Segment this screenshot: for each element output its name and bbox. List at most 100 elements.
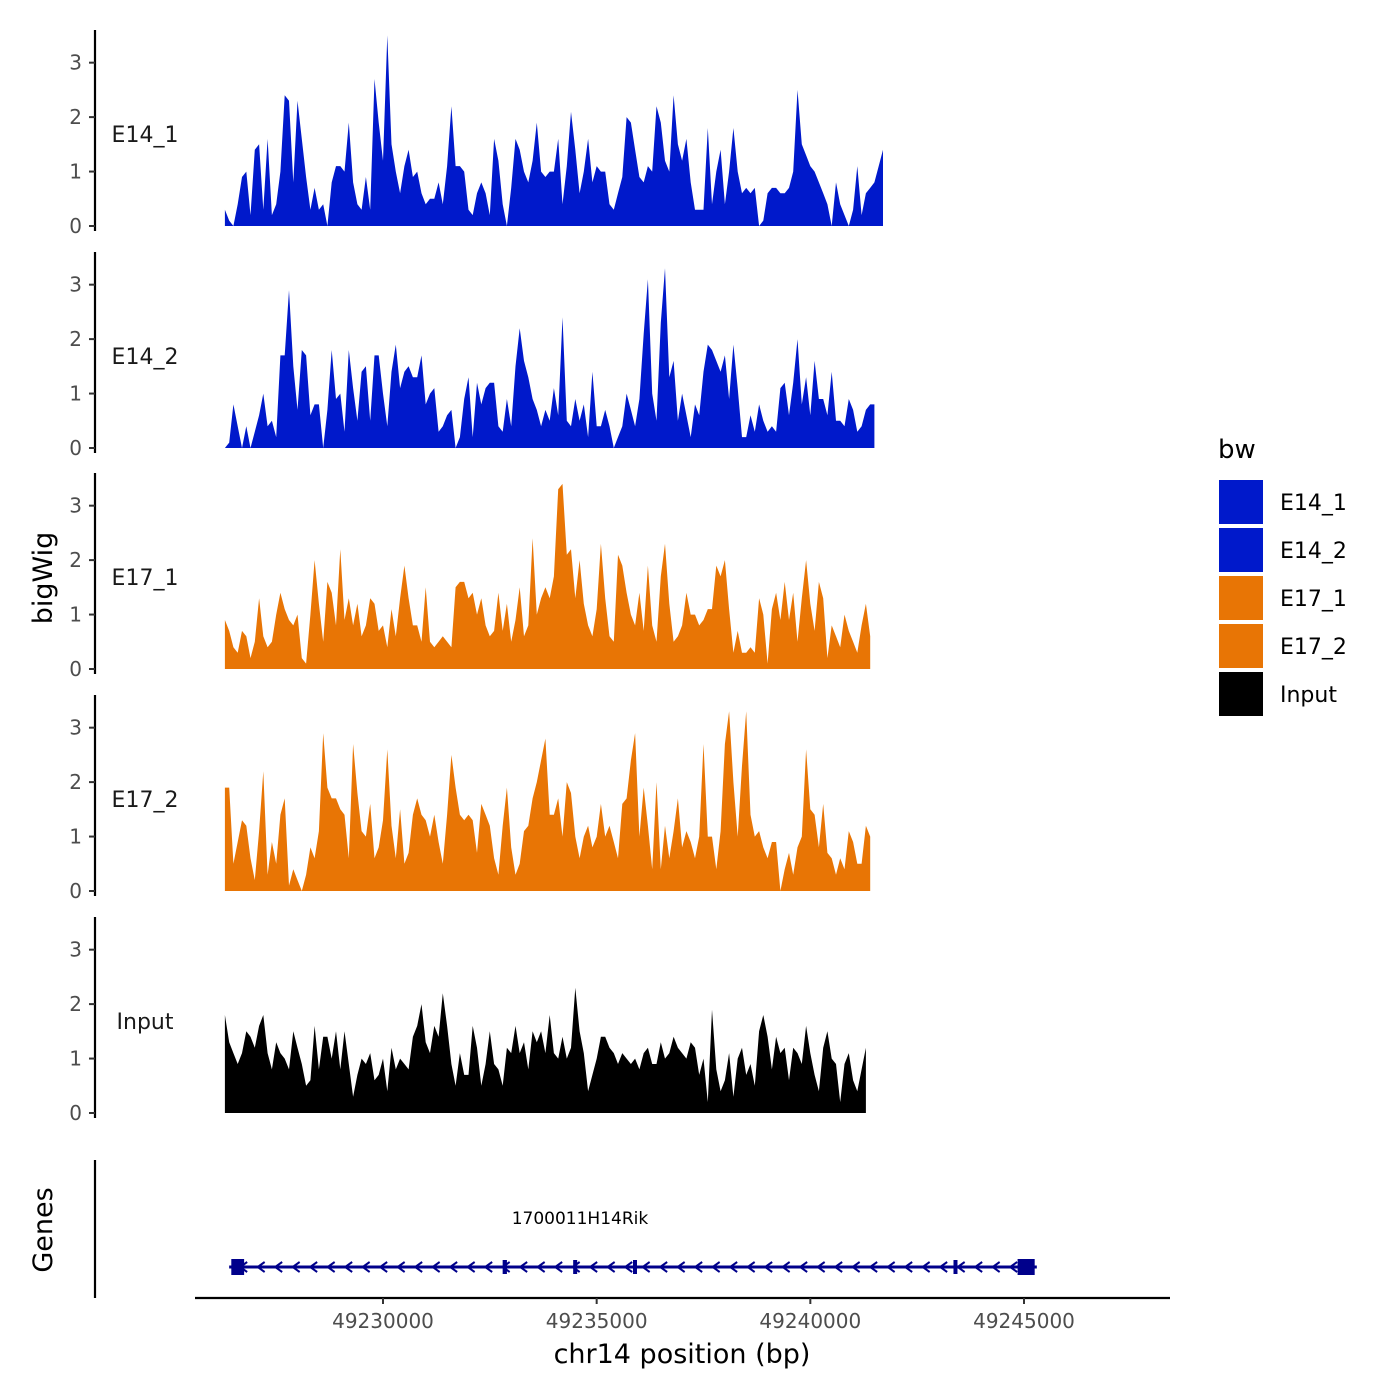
- strand-arrow: [413, 1261, 423, 1273]
- strand-arrow: [1008, 1261, 1018, 1273]
- track-label: E17_1: [112, 566, 179, 591]
- coverage-area-E17_2: [224, 711, 871, 891]
- y-tick-label: 2: [69, 770, 82, 794]
- strand-arrow: [605, 1261, 616, 1273]
- track-E14_1: 0 1 2 3 E14_1: [69, 30, 883, 238]
- track-E14_2: 0 1 2 3 E14_2: [69, 252, 875, 460]
- strand-arrow: [693, 1261, 703, 1273]
- y-tick-label: 2: [69, 548, 82, 572]
- legend-swatch: [1219, 528, 1263, 572]
- y-tick-label: 0: [69, 436, 82, 460]
- strand-arrow: [483, 1261, 493, 1273]
- genes-track: 1700011H14Rik: [93, 1160, 1037, 1298]
- strand-arrow: [938, 1261, 948, 1273]
- y-tick-label: 3: [69, 938, 82, 962]
- track-label: Input: [117, 1010, 174, 1035]
- strand-arrow: [920, 1261, 931, 1273]
- x-tick-label: 49240000: [759, 1309, 861, 1333]
- legend-swatch: [1219, 480, 1263, 524]
- strand-arrow: [780, 1261, 791, 1273]
- y-tick-label: 2: [69, 327, 82, 351]
- coverage-area-E14_2: [224, 268, 875, 448]
- x-tick-label: 49235000: [546, 1309, 648, 1333]
- y-tick-label: 1: [69, 160, 82, 184]
- legend-title: bw: [1218, 435, 1256, 465]
- strand-arrow: [745, 1261, 756, 1273]
- strand-arrow: [535, 1261, 546, 1273]
- gene-exon: [231, 1259, 245, 1275]
- coverage-area-E14_1: [224, 35, 883, 227]
- y-axis-title: bigWig: [28, 532, 59, 625]
- strand-arrow: [553, 1261, 563, 1273]
- strand-arrow: [325, 1261, 336, 1273]
- strand-arrow: [798, 1261, 808, 1273]
- track-E17_2: 0 1 2 3 E17_2: [69, 695, 871, 903]
- gene-exon: [632, 1260, 637, 1274]
- gene-exon: [953, 1260, 958, 1274]
- y-tick-label: 1: [69, 382, 82, 406]
- strand-arrow: [973, 1261, 983, 1273]
- strand-arrow: [763, 1261, 773, 1273]
- strand-arrow: [518, 1261, 528, 1273]
- strand-arrow: [360, 1261, 371, 1273]
- strand-arrow: [290, 1261, 301, 1273]
- strand-arrow: [990, 1261, 1001, 1273]
- legend-swatch: [1219, 624, 1263, 668]
- strand-arrow: [465, 1261, 476, 1273]
- strand-arrow: [955, 1261, 966, 1273]
- strand-arrow: [675, 1261, 686, 1273]
- y-tick-label: 0: [69, 657, 82, 681]
- y-tick-label: 3: [69, 494, 82, 518]
- strand-arrow: [868, 1261, 878, 1273]
- y-tick-label: 1: [69, 825, 82, 849]
- strand-arrow: [448, 1261, 458, 1273]
- track-Input: 0 1 2 3 Input: [69, 917, 866, 1125]
- strand-arrow: [640, 1261, 651, 1273]
- strand-arrow: [395, 1261, 406, 1273]
- strand-arrow: [728, 1261, 738, 1273]
- gene-exon: [1017, 1259, 1035, 1275]
- coverage-area-E17_1: [224, 483, 871, 669]
- strand-arrow: [255, 1261, 266, 1273]
- gene-exon: [573, 1260, 578, 1274]
- y-tick-label: 1: [69, 1047, 82, 1071]
- y-tick-label: 0: [69, 879, 82, 903]
- y-tick-label: 3: [69, 51, 82, 75]
- strand-arrow: [833, 1261, 843, 1273]
- strand-arrow: [710, 1261, 721, 1273]
- y-tick-label: 2: [69, 105, 82, 129]
- legend-label: E14_2: [1280, 539, 1347, 564]
- y-tick-label: 2: [69, 992, 82, 1016]
- y-tick-label: 3: [69, 716, 82, 740]
- strand-arrow: [623, 1261, 633, 1273]
- strand-arrow: [658, 1261, 668, 1273]
- strand-arrow: [430, 1261, 441, 1273]
- y-tick-label: 3: [69, 273, 82, 297]
- strand-arrow: [885, 1261, 896, 1273]
- strand-arrow: [273, 1261, 283, 1273]
- strand-arrow: [343, 1261, 353, 1273]
- track-label: E14_1: [112, 123, 179, 148]
- strand-arrow: [570, 1261, 581, 1273]
- legend-swatch: [1219, 672, 1263, 716]
- strand-arrow: [850, 1261, 861, 1273]
- x-tick-label: 49245000: [973, 1309, 1075, 1333]
- y-tick-label: 0: [69, 214, 82, 238]
- legend-label: Input: [1280, 683, 1337, 708]
- strand-arrow: [308, 1261, 318, 1273]
- x-axis: 49230000 49235000 49240000 49245000: [195, 1296, 1170, 1333]
- x-tick-label: 49230000: [332, 1309, 434, 1333]
- legend-swatch: [1219, 576, 1263, 620]
- legend: bw E14_1 E14_2 E17_1 E17_2 Input: [1218, 435, 1347, 716]
- gene-exon: [502, 1260, 507, 1274]
- strand-arrow: [815, 1261, 826, 1273]
- strand-arrow: [903, 1261, 913, 1273]
- y-tick-label: 0: [69, 1101, 82, 1125]
- x-axis-title: chr14 position (bp): [554, 1339, 811, 1370]
- strand-arrow: [378, 1261, 388, 1273]
- legend-label: E17_1: [1280, 587, 1347, 612]
- strand-arrow: [588, 1261, 598, 1273]
- tracks: 0 1 2 3 E14_1 0 1 2 3 E14_2 0 1 2 3 E17_1 0 1 2 3 E17_2 0 1 2 3…: [69, 30, 883, 1125]
- genes-axis-title: Genes: [28, 1187, 59, 1272]
